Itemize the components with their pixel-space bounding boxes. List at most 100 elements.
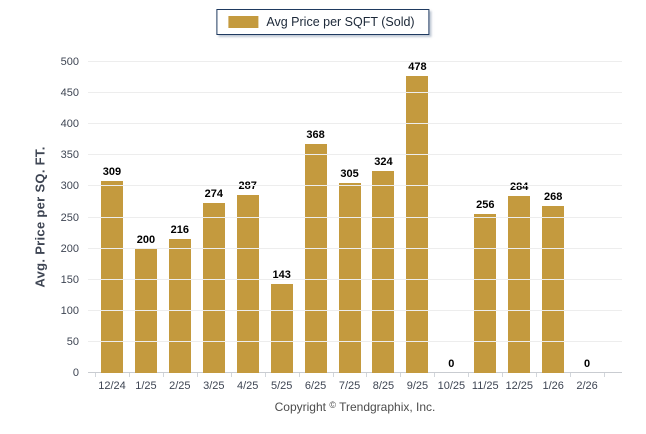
gridline — [88, 278, 622, 280]
x-tick-label: 5/25 — [270, 380, 293, 392]
bar[interactable] — [202, 202, 225, 373]
x-tick-label: 7/25 — [338, 380, 361, 392]
y-tick-label: 500 — [60, 56, 79, 68]
y-tick-label: 250 — [60, 211, 79, 224]
bar-column: 216 2/25 — [163, 62, 197, 392]
y-tick-label: 200 — [60, 242, 79, 255]
bar-value-label: 368 — [306, 129, 325, 142]
x-tick-label: 4/25 — [237, 380, 259, 392]
bar-column: 143 5/25 — [265, 62, 299, 392]
gridline — [88, 61, 622, 62]
axis-tick — [366, 373, 368, 377]
bar-column: 268 1/26 — [536, 62, 570, 392]
axis-tick — [162, 373, 164, 377]
gridline — [88, 247, 622, 249]
axis-tick — [298, 373, 300, 377]
x-tick-label: 3/25 — [203, 380, 225, 392]
bar-column: 368 6/25 — [299, 62, 333, 392]
bar-value-label: 268 — [543, 191, 563, 204]
bar-column: 305 7/25 — [333, 62, 367, 392]
x-tick-label: 8/25 — [372, 380, 395, 392]
legend: Avg Price per SQFT (Sold) — [216, 9, 430, 35]
bar-column: 309 12/24 — [95, 62, 129, 392]
bar-value-label: 305 — [340, 168, 359, 181]
y-tick-label: 150 — [60, 273, 79, 286]
x-tick-label: 10/25 — [437, 380, 466, 392]
axis-tick — [264, 373, 266, 377]
bar[interactable] — [406, 75, 429, 373]
x-tick-label: 2/25 — [169, 380, 191, 392]
axis-tick — [128, 373, 130, 377]
bar-value-label: 216 — [170, 223, 190, 236]
axis-tick — [230, 373, 232, 377]
bar-column: 0 2/26 — [570, 62, 604, 392]
gridline — [88, 92, 622, 94]
bar-value-label: 478 — [408, 60, 427, 73]
bar-column: 274 3/25 — [197, 62, 231, 392]
bar-column: 256 11/25 — [468, 62, 502, 392]
bar[interactable] — [304, 144, 327, 373]
bar[interactable] — [270, 284, 293, 373]
x-tick-label: 12/25 — [505, 380, 533, 392]
plot-area: 309 12/24 200 1/25 216 2/25 274 3/25 287 4/25 143 5… — [61, 56, 622, 392]
gridline — [88, 340, 622, 342]
axis-tick — [434, 373, 436, 377]
bar[interactable] — [508, 196, 531, 373]
x-tick-label: 6/25 — [304, 380, 327, 392]
axis-tick — [95, 373, 96, 377]
x-tick-label: 1/25 — [135, 380, 157, 392]
x-tick-label: 9/25 — [406, 380, 429, 392]
bar-value-label: 309 — [102, 165, 122, 178]
gridline — [88, 185, 622, 187]
axis-tick — [570, 373, 572, 377]
legend-label: Avg Price per SQFT (Sold) — [266, 15, 415, 29]
axis-tick — [400, 373, 402, 377]
bar[interactable] — [474, 213, 497, 373]
copyright-company: Trendgraphix, Inc. — [339, 400, 436, 414]
bar-value-label: 284 — [510, 181, 529, 194]
bar-value-label: 256 — [476, 198, 495, 211]
bar[interactable] — [100, 180, 123, 373]
axis-tick — [332, 373, 334, 377]
bar[interactable] — [338, 183, 361, 373]
y-tick-label: 400 — [60, 118, 79, 131]
axis-tick — [502, 373, 504, 377]
gridline — [88, 216, 622, 218]
gridline — [88, 309, 622, 311]
y-tick-label: 50 — [66, 335, 79, 348]
legend-swatch-icon — [228, 16, 259, 28]
bar-column: 284 12/25 — [502, 62, 536, 392]
axis-tick — [468, 373, 470, 377]
copyright-symbol-icon: © — [329, 400, 336, 410]
y-tick-label: 450 — [60, 87, 79, 100]
bar-value-label: 200 — [136, 233, 156, 246]
bars-area: 309 12/24 200 1/25 216 2/25 274 3/25 287 4/25 143 5… — [95, 60, 605, 392]
y-tick-label: 0 — [72, 367, 79, 379]
bar[interactable] — [372, 171, 395, 373]
axis-tick — [604, 373, 605, 377]
bar-column: 324 8/25 — [367, 62, 401, 392]
bar-column: 0 10/25 — [434, 62, 468, 392]
bar[interactable] — [168, 238, 191, 373]
x-tick-label: 11/25 — [471, 380, 499, 392]
axis-tick — [196, 373, 198, 377]
y-tick-label: 100 — [60, 304, 79, 317]
bar-value-label: 324 — [374, 156, 393, 169]
copyright-prefix: Copyright — [274, 400, 326, 414]
x-tick-label: 12/24 — [98, 380, 126, 392]
bar-value-label: 274 — [204, 187, 223, 200]
gridline — [88, 123, 622, 125]
bar[interactable] — [542, 206, 565, 373]
bar[interactable] — [236, 194, 259, 373]
gridline — [88, 154, 622, 156]
axis-tick — [536, 373, 538, 377]
bar-column: 478 9/25 — [400, 60, 434, 392]
bar-column: 200 1/25 — [129, 62, 163, 392]
bar-value-label: 143 — [272, 269, 291, 282]
x-tick-label: 1/26 — [542, 380, 564, 392]
bar-value-label: 0 — [584, 358, 591, 370]
y-tick-label: 300 — [60, 180, 79, 193]
x-tick-label: 2/26 — [576, 380, 598, 392]
bar-column: 287 4/25 — [231, 62, 265, 392]
